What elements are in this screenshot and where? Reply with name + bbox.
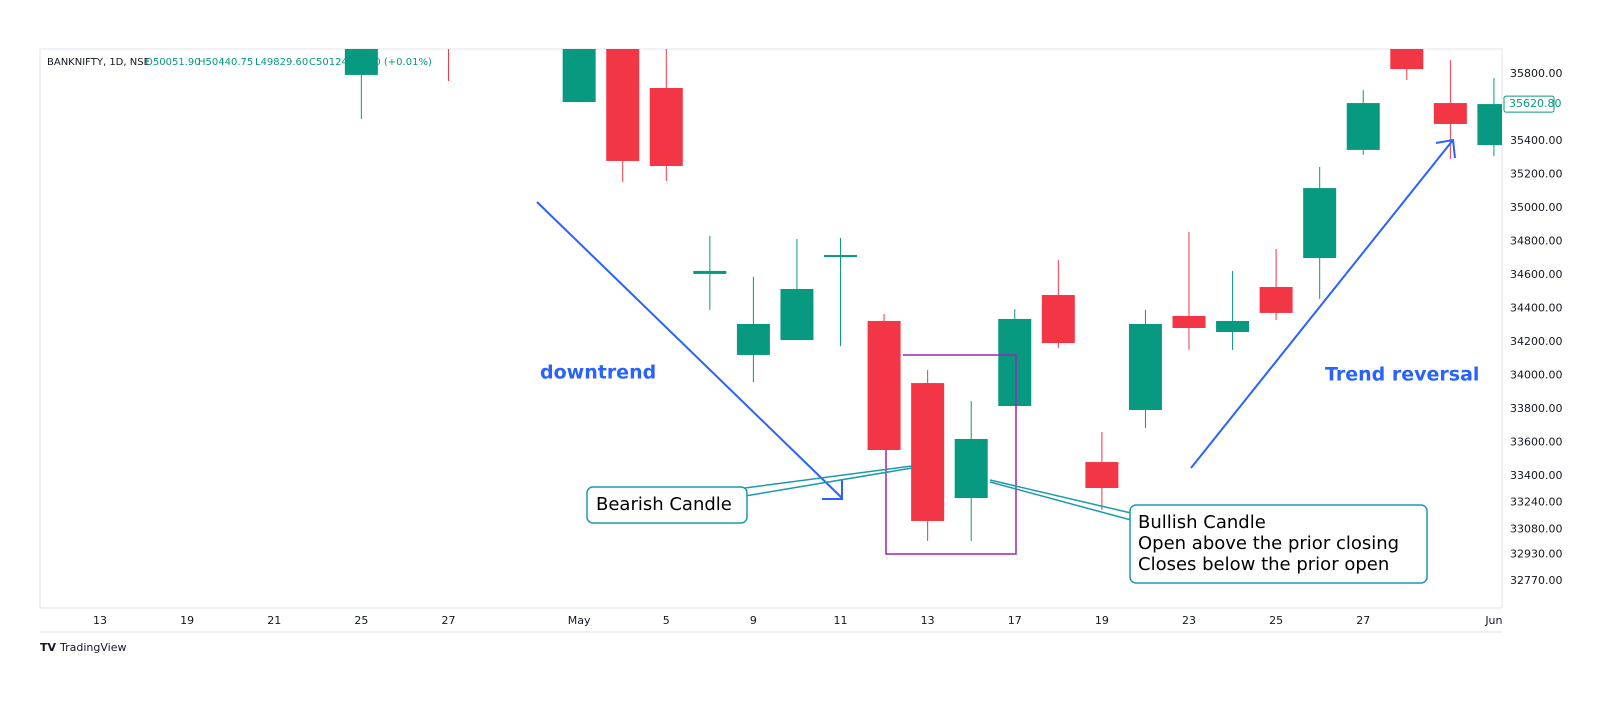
axes: 35800.00 35400.00 35200.00 35000.00 34800.00… [93, 67, 1563, 627]
symbol: BANKNIFTY, 1D, NSE [47, 57, 150, 68]
body [824, 255, 858, 258]
body [1041, 295, 1075, 344]
body [1346, 103, 1380, 150]
x-tick-label: 11 [834, 614, 848, 627]
body [1085, 462, 1119, 488]
x-tick-label: 17 [1008, 614, 1022, 627]
arrow-head [1435, 138, 1456, 159]
downtrend-label: downtrend [540, 362, 656, 384]
y-tick-label: 35000.00 [1510, 201, 1563, 214]
bearish-label: Bearish Candle [596, 494, 732, 515]
ohlc-low: L49829.60 [255, 57, 308, 68]
y-tick-label: 33800.00 [1510, 402, 1563, 415]
y-tick-label: 33240.00 [1510, 496, 1563, 509]
watermark: TradingView [59, 641, 126, 654]
y-tick-label: 33400.00 [1510, 469, 1563, 482]
body [693, 270, 727, 274]
body [344, 49, 378, 75]
pane-border [39, 48, 1503, 609]
x-tick-label: 13 [921, 614, 935, 627]
arrow-head [822, 480, 843, 500]
body [867, 320, 901, 451]
body [562, 49, 596, 103]
ohlc-high: H50440.75 [198, 57, 253, 68]
y-tick-label: 35800.00 [1510, 67, 1563, 80]
ohlc-open: O50051.90 [145, 57, 201, 68]
body [606, 49, 640, 161]
down-arrow [536, 201, 843, 499]
ohlc-close: C50124. [309, 57, 351, 68]
body [1128, 323, 1162, 411]
last-price-box [1503, 95, 1555, 113]
y-tick-label: 34000.00 [1510, 368, 1563, 381]
y-tick-label: 33080.00 [1510, 522, 1563, 535]
y-tick-label: 34400.00 [1510, 301, 1563, 314]
body [736, 323, 770, 355]
x-tick-label: 27 [1356, 614, 1370, 627]
body [1216, 320, 1250, 333]
bearish-callout [586, 486, 748, 524]
y-tick-label: 34600.00 [1510, 268, 1563, 281]
candles [344, 0, 1502, 542]
body [1477, 104, 1502, 146]
x-tick-label: 23 [1182, 614, 1196, 627]
callout-lines [744, 465, 1132, 521]
body [954, 438, 988, 499]
x-tick-label: 13 [93, 614, 107, 627]
x-tick-label: 19 [180, 614, 194, 627]
y-tick-label: 35200.00 [1510, 168, 1563, 181]
up-arrow [1190, 139, 1454, 469]
bullish-callout [1129, 504, 1428, 584]
x-tick-label: 25 [354, 614, 368, 627]
body [1259, 286, 1293, 313]
body [649, 87, 683, 166]
bullish-label: Closes below the prior open [1138, 554, 1389, 575]
x-tick-label: 21 [267, 614, 281, 627]
body [780, 289, 814, 341]
y-tick-label: 35400.00 [1510, 134, 1563, 147]
bullish-label: Bullish Candle [1138, 512, 1266, 533]
x-tick-label: Jun [1484, 614, 1502, 627]
y-tick-label: 34800.00 [1510, 234, 1563, 247]
y-tick-label: 32770.00 [1510, 574, 1563, 587]
body [1433, 103, 1467, 124]
bullish-label: Open above the prior closing [1138, 533, 1399, 554]
body [1390, 49, 1424, 70]
pattern-box [885, 354, 1017, 555]
logo: TV [40, 641, 57, 654]
reversal-label: Trend reversal [1325, 364, 1479, 386]
body [1303, 188, 1337, 259]
x-tick-label: May [568, 614, 591, 627]
body [432, 0, 465, 41]
y-tick-label: 32930.00 [1510, 547, 1563, 560]
x-tick-label: 9 [750, 614, 757, 627]
body [911, 383, 945, 521]
y-tick-label: 33600.00 [1510, 435, 1563, 448]
ohlc-change: 60 (+0.01%) [368, 57, 432, 68]
x-tick-label: 5 [663, 614, 670, 627]
y-tick-label: 34200.00 [1510, 335, 1563, 348]
body [998, 318, 1032, 406]
arrows [536, 138, 1456, 500]
x-tick-label: 25 [1269, 614, 1283, 627]
last-price-label: 35620.80 [1509, 97, 1562, 110]
body [1172, 315, 1206, 328]
x-tick-label: 27 [441, 614, 455, 627]
x-tick-label: 19 [1095, 614, 1109, 627]
